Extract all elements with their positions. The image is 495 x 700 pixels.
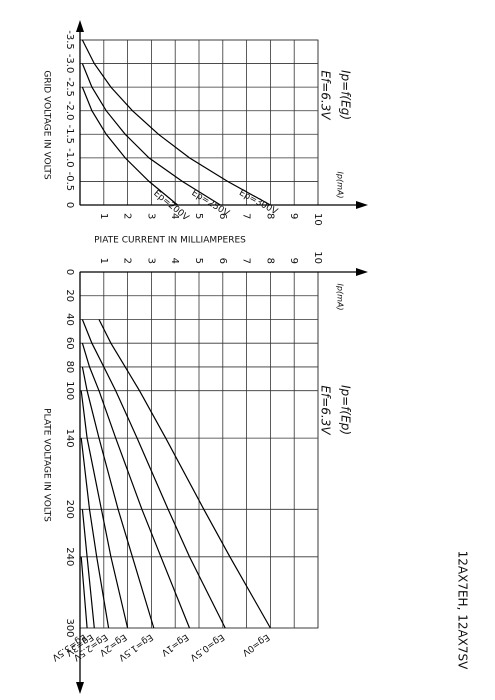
x-tick-label: -3.5 — [64, 30, 75, 50]
x-tick-label: 80 — [64, 361, 75, 374]
x-tick-label: 100 — [64, 381, 75, 400]
curve — [81, 366, 155, 629]
x-tick-label: -1.0 — [64, 148, 75, 168]
y-axis-arrow — [356, 268, 368, 276]
curve — [80, 390, 129, 629]
x-tick-label: 140 — [64, 429, 75, 448]
y-tick-label: 3 — [145, 213, 156, 219]
y-axis-label: Ip(mA) — [336, 284, 345, 311]
x-tick-label: -1.5 — [64, 125, 75, 145]
x-tick-label: -2.5 — [64, 77, 75, 97]
y-tick-label: 4 — [169, 258, 180, 264]
curve — [81, 63, 221, 206]
curve — [81, 509, 95, 629]
y-tick-label: 8 — [264, 258, 275, 264]
chart-title: Ip=f(Eg) — [339, 70, 353, 120]
x-tick-label: 0 — [64, 269, 75, 275]
curve — [81, 319, 226, 629]
x-tick-label: 240 — [64, 547, 75, 566]
curve — [81, 343, 191, 629]
y-tick-label: 10 — [312, 213, 323, 226]
x-axis-arrow — [76, 20, 84, 32]
y-tick-label: 5 — [193, 213, 204, 219]
y-tick-label: 4 — [169, 213, 180, 219]
y-tick-label: 2 — [122, 213, 133, 219]
curve — [98, 319, 271, 629]
y-tick-label: 9 — [288, 213, 299, 219]
x-axis-arrow — [76, 682, 84, 694]
x-tick-label: 40 — [64, 313, 75, 326]
y-tick-label: 7 — [241, 213, 252, 219]
y-tick-label: 1 — [98, 258, 109, 264]
x-axis-label: GRID VOLTAGE IN VOLTS — [42, 70, 52, 179]
rotated-sheet: 12AX7EH, 12AX7SV -3.5 -3.0 -2.5 -2.0 -1.5 -1.… — [42, 20, 470, 694]
curve — [81, 39, 271, 206]
x-tick-label: 300 — [64, 618, 75, 637]
x-tick-label: -3.0 — [64, 54, 75, 74]
x-tick-label: 200 — [64, 500, 75, 519]
y-axis-label: Ip(mA) — [336, 172, 345, 199]
curve — [80, 556, 88, 629]
x-tick-label: 20 — [64, 289, 75, 302]
y-tick-label: 6 — [217, 213, 228, 219]
y-axis-arrow — [356, 201, 368, 209]
y-tick-label: 3 — [145, 258, 156, 264]
curve — [80, 438, 110, 629]
x-axis-label: PLATE VOLTAGE IN VOLTS — [42, 408, 52, 522]
y-tick-label: 2 — [122, 258, 133, 264]
y-tick-label: 7 — [241, 258, 252, 264]
y-tick-label: 8 — [264, 213, 275, 219]
current-axis-title: PIATE CURRENT IN MILLIAMPERES — [94, 236, 246, 246]
curve — [81, 86, 178, 206]
chart-subtitle: Ef=6.3V — [319, 385, 333, 435]
chart-title: Ip=f(Ep) — [339, 385, 353, 435]
y-tick-label: 9 — [288, 258, 299, 264]
x-tick-label: 0 — [64, 202, 75, 208]
y-tick-label: 10 — [312, 251, 323, 264]
y-tick-label: 6 — [217, 258, 228, 264]
y-tick-label: 5 — [193, 258, 204, 264]
x-tick-label: -0.5 — [64, 172, 75, 192]
chart-subtitle: Ef=6.3V — [319, 70, 333, 120]
y-tick-label: 1 — [98, 213, 109, 219]
x-tick-label: -2.0 — [64, 101, 75, 121]
x-tick-label: 60 — [64, 337, 75, 350]
device-title: 12AX7EH, 12AX7SV — [456, 551, 470, 671]
